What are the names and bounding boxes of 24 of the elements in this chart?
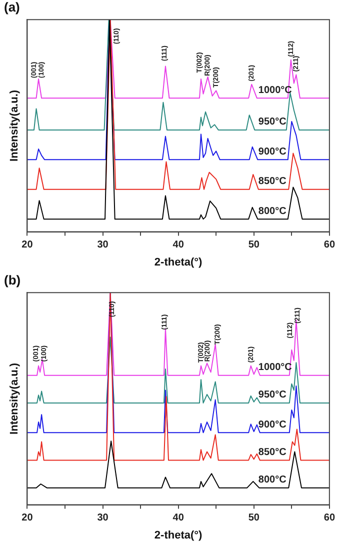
x-tick-label: 20 (22, 240, 34, 251)
series-label: 900°C (258, 419, 286, 430)
x-tick-label: 40 (172, 240, 184, 251)
x-tick-label: 50 (248, 240, 260, 251)
series-label: 950°C (258, 116, 286, 128)
series-label: 850°C (258, 176, 286, 188)
x-tick-label: 30 (97, 240, 109, 251)
y-axis-title: Intensity(a.u.) (8, 362, 21, 434)
y-axis-title: Intensity(a.u.) (8, 90, 21, 162)
chart-title: (a) (4, 0, 20, 14)
x-tick-label: 60 (324, 512, 336, 524)
x-tick-label: 20 (22, 512, 34, 524)
x-axis-title: 2-theta(°) (154, 256, 203, 268)
x-tick-label: 60 (324, 240, 336, 251)
series-label: 800°C (258, 474, 286, 486)
x-axis-title: 2-theta(°) (154, 529, 203, 542)
series-label: 950°C (258, 390, 286, 401)
x-tick-label: 30 (97, 512, 109, 524)
chart-title: (b) (4, 272, 21, 288)
x-tick-label: 50 (248, 512, 260, 524)
series-label: 850°C (258, 446, 286, 458)
series-label: 800°C (258, 206, 286, 217)
x-tick-label: 40 (172, 512, 184, 524)
series-label: 900°C (258, 146, 286, 158)
